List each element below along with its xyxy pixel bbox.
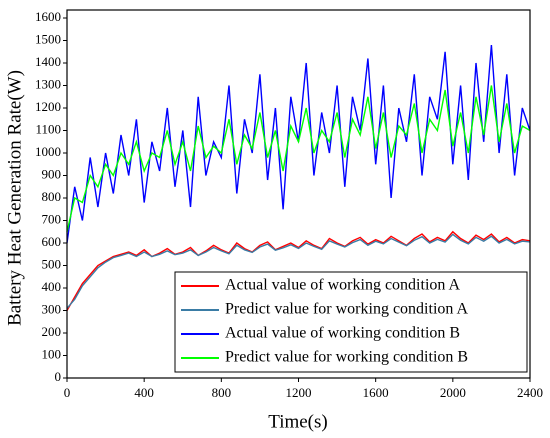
x-tick-label: 400 [134,385,154,400]
x-axis-label: Time(s) [268,411,327,432]
y-tick-label: 1600 [35,9,61,24]
y-tick-label: 1400 [35,54,61,69]
x-tick-label: 0 [64,385,71,400]
y-tick-label: 800 [42,189,62,204]
x-tick-label: 2000 [440,385,466,400]
y-axis-label: Battery Heat Generation Rate(W) [4,70,25,326]
x-tick-label: 1200 [286,385,312,400]
legend-box [174,271,528,373]
legend-label: Actual value of working condition B [225,325,460,342]
y-tick-label: 1300 [35,76,61,91]
y-tick-label: 400 [42,279,62,294]
y-tick-label: 600 [42,234,62,249]
y-tick-label: 300 [42,301,62,316]
series-line [66,230,531,311]
y-tick-label: 1100 [35,121,61,136]
y-tick-label: 1000 [35,144,61,159]
y-tick-label: 500 [42,256,62,271]
y-tick-label: 100 [42,346,62,361]
legend-label: Predict value for working condition A [225,301,469,318]
y-tick-label: 0 [55,369,62,384]
series-line [66,85,531,232]
legend-label: Actual value of working condition A [225,277,461,294]
y-tick-label: 1500 [35,31,61,46]
series-line [66,233,531,309]
x-tick-label: 2400 [517,385,543,400]
y-tick-label: 1200 [35,99,61,114]
y-tick-label: 200 [42,324,62,339]
x-tick-label: 1600 [363,385,389,400]
x-tick-label: 800 [212,385,232,400]
y-tick-label: 700 [42,211,62,226]
legend-label: Predict value for working condition B [225,349,468,366]
y-tick-label: 900 [42,166,62,181]
